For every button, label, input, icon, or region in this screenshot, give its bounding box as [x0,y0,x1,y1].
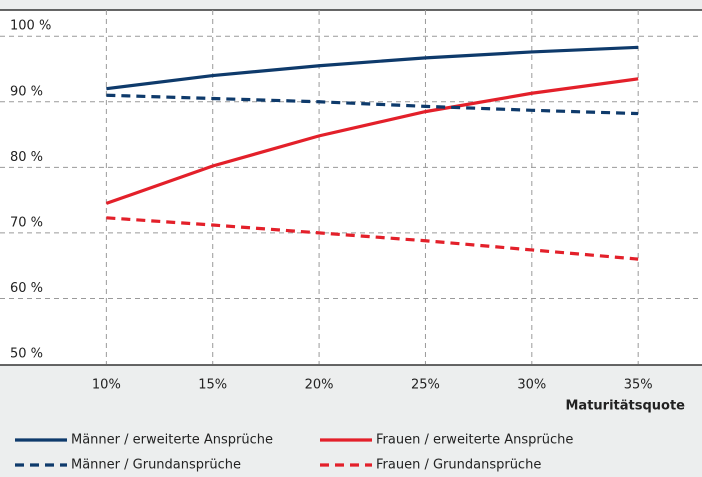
x-tick-label: 20% [305,378,334,393]
x-tick-label: 35% [624,378,653,393]
x-tick-label: 15% [198,378,227,393]
y-tick-label: 50 % [10,347,43,362]
legend-label: Männer / Grundansprüche [71,458,241,473]
y-tick-label: 80 % [10,150,43,165]
y-tick-label: 60 % [10,281,43,296]
y-tick-label: 90 % [10,84,43,99]
line [105,77,639,205]
x-axis-title: Maturitätsquote [565,399,685,414]
legend-label: Frauen / erweiterte Ansprüche [376,433,573,448]
line [106,45,639,91]
plot-area [0,10,702,365]
y-tick-label: 100 % [10,19,51,34]
legend-label: Männer / erweiterte Ansprüche [71,433,273,448]
y-tick-label: 70 % [10,215,43,230]
x-tick-label: 25% [411,378,440,393]
x-tick-label: 30% [517,378,546,393]
line [106,93,639,116]
legend-label: Frauen / Grundansprüche [376,458,541,473]
x-tick-label: 10% [92,378,121,393]
